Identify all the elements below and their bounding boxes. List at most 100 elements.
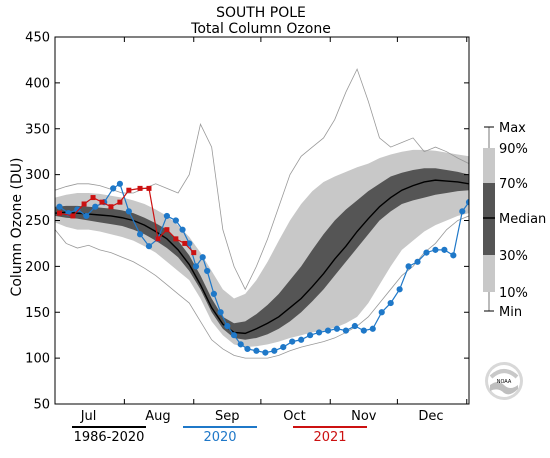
data-point-2020 [315,329,323,336]
data-point-2021 [56,210,62,216]
data-point-2021 [191,250,197,256]
data-point-2021 [70,213,76,219]
data-point-2020 [396,286,403,293]
legend-label-2021: 2021 [313,430,346,445]
data-point-2020 [217,309,224,316]
series-line-1986-2020 [55,179,469,335]
data-point-2021 [182,240,188,246]
y-tick-label: 450 [25,31,50,46]
data-point-2020 [172,217,179,224]
y-axis: 50 100 150 200 250 300 350 400 450 [25,31,469,413]
legend-70-30-band [483,183,495,255]
data-point-2020 [186,240,193,247]
series-2021 [56,185,197,256]
data-point-2021 [126,187,132,193]
data-point-2020 [74,206,81,213]
data-point-2020 [253,347,260,354]
data-point-2021 [117,199,123,205]
month-label-dec: Dec [418,409,443,424]
y-tick-label: 350 [25,122,50,137]
data-point-2021 [173,236,179,242]
month-label-oct: Oct [283,409,305,424]
percentile-bands [55,68,469,359]
data-point-2020 [360,327,367,334]
legend-label-min: Min [499,305,522,320]
data-point-2020 [342,327,350,334]
series-1986-2020 [55,179,469,335]
legend-label-90pct: 90% [499,142,528,157]
percentile-legend: Max 90% 70% Median 30% 10% Min [483,121,546,320]
series-legend: 1986-2020 2020 2021 [72,426,367,445]
data-point-2020 [110,185,117,192]
y-axis-label: Column Ozone (DU) [9,158,25,297]
data-point-2020 [432,246,439,253]
data-point-2020 [179,226,186,233]
month-label-jul: Jul [80,409,97,424]
month-label-nov: Nov [351,409,377,424]
data-point-2020 [145,243,153,250]
data-point-2020 [56,203,63,210]
data-point-2020 [307,332,314,339]
legend-label-30pct: 30% [499,249,528,264]
data-point-2021 [108,204,114,210]
data-point-2020 [414,258,421,265]
data-point-2020 [210,290,217,297]
noaa-logo: NOAA [485,362,523,400]
data-point-2020 [116,180,123,187]
data-point-2020 [450,252,457,259]
data-point-2020 [230,332,238,339]
data-point-2020 [378,309,385,316]
month-label-sep: Sep [215,409,240,424]
chart-subtitle: Total Column Ozone [190,21,331,37]
noaa-logo-text: NOAA [497,379,512,385]
legend-label-max: Max [499,121,526,136]
data-point-2020 [289,338,296,345]
data-point-2020 [459,208,466,215]
data-point-2020 [280,344,287,351]
data-point-2020 [405,263,412,270]
data-point-2020 [441,246,448,253]
series-layer [55,179,469,356]
y-tick-label: 150 [25,306,50,321]
legend-label-70pct: 70% [499,177,528,192]
data-point-2021 [146,185,152,191]
x-axis: Jul Aug Sep Oct Nov Dec [54,37,468,424]
y-tick-label: 250 [25,214,50,229]
data-point-2020 [369,325,376,332]
legend-label-10pct: 10% [499,286,528,301]
data-point-2020 [204,267,211,275]
data-point-2020 [324,327,332,334]
y-tick-label: 300 [25,168,50,183]
min-line [55,215,469,359]
data-point-2020 [199,254,206,261]
data-point-2020 [298,336,305,343]
data-point-2021 [164,227,170,233]
data-point-2020 [423,249,430,256]
y-tick-label: 100 [25,352,50,367]
y-tick-label: 200 [25,260,50,275]
data-point-2020 [237,341,244,348]
legend-label-median: Median [499,212,546,227]
data-point-2020 [163,212,170,220]
legend-90-band [483,148,495,183]
data-point-2020 [125,208,132,215]
data-point-2020 [92,203,99,210]
data-point-2020 [224,322,231,330]
data-point-2020 [192,263,200,270]
legend-label-1986-2020: 1986-2020 [74,430,145,445]
data-point-2020 [83,212,90,220]
y-tick-label: 400 [25,76,50,91]
series-2020 [56,180,469,356]
data-point-2021 [81,201,87,207]
data-point-2020 [387,299,394,307]
data-point-2020 [351,322,358,330]
legend-10-band [483,255,495,292]
data-point-2021 [99,199,105,205]
data-point-2021 [90,195,96,201]
month-label-aug: Aug [145,409,170,424]
data-point-2020 [271,347,278,354]
data-point-2020 [262,349,269,356]
legend-label-2020: 2020 [203,430,236,445]
max-line [55,68,469,291]
data-point-2020 [244,345,251,353]
